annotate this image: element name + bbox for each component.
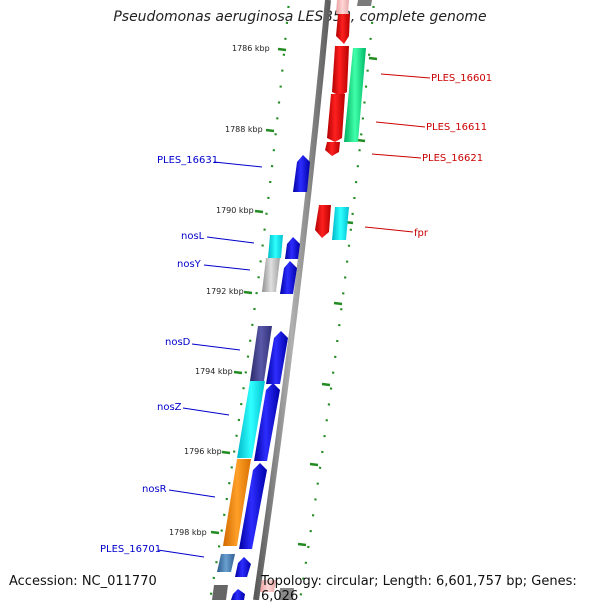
gene-nosz-cyan[interactable] <box>237 381 265 458</box>
ruler-label-1790: 1790 kbp <box>216 206 254 215</box>
inner-ruler-ticks <box>208 0 291 600</box>
outer-ruler-ticks <box>298 0 376 600</box>
label-ples-16601[interactable]: PLES_16601 <box>431 73 492 84</box>
gene-bottom-pink <box>260 580 276 592</box>
major-ticks <box>210 47 378 547</box>
gene-fpr-arrow[interactable] <box>315 205 331 238</box>
label-ples-16621[interactable]: PLES_16621 <box>422 153 483 164</box>
gene-nosl-arrow[interactable] <box>285 237 300 259</box>
gene-top-pink <box>336 0 349 14</box>
gene-ples-16621-arrow[interactable] <box>325 142 340 156</box>
gene-top-red-arrow[interactable] <box>336 14 350 44</box>
gene-ples-16701-steel[interactable] <box>217 554 235 572</box>
ruler-label-1792: 1792 kbp <box>206 287 244 296</box>
gene-bottom-grey <box>212 585 228 600</box>
label-ples-16701[interactable]: PLES_16701 <box>100 544 161 555</box>
label-nosz[interactable]: nosZ <box>157 402 182 413</box>
label-nosd[interactable]: nosD <box>165 337 191 348</box>
label-ples-16611[interactable]: PLES_16611 <box>426 122 487 133</box>
ruler-label-1786: 1786 kbp <box>232 44 270 53</box>
gene-nosl-cyan[interactable] <box>268 235 283 258</box>
label-nosy[interactable]: nosY <box>177 259 202 270</box>
ruler-label-1796: 1796 kbp <box>184 447 222 456</box>
right-leader-lines <box>364 73 431 233</box>
left-leader-lines <box>157 161 263 558</box>
label-nosr[interactable]: nosR <box>142 484 167 495</box>
accession-text: Accession: NC_011770 <box>9 574 157 589</box>
gene-green-block[interactable] <box>344 48 366 142</box>
gene-nosr-arrow[interactable] <box>239 463 267 549</box>
label-nosl[interactable]: nosL <box>181 231 205 242</box>
genome-title: Pseudomonas aeruginosa LESB58, complete … <box>113 9 487 25</box>
gene-nosd-arrow[interactable] <box>266 331 288 384</box>
gene-ples-16701-arrow[interactable] <box>235 557 251 577</box>
gene-nosy-grey[interactable] <box>262 258 280 292</box>
genome-backbone <box>253 0 331 600</box>
gene-bottom-arrow <box>231 589 245 600</box>
gene-bottom-grey-right <box>279 588 294 600</box>
label-fpr[interactable]: fpr <box>414 228 429 239</box>
ruler-label-1788: 1788 kbp <box>225 125 263 134</box>
gene-fpr-cyan[interactable] <box>332 207 349 240</box>
ruler-label-1798: 1798 kbp <box>169 528 207 537</box>
gene-nosy-arrow[interactable] <box>280 261 297 294</box>
ruler-label-1794: 1794 kbp <box>195 367 233 376</box>
gene-nosd-purple[interactable] <box>250 326 272 381</box>
gene-nosz-arrow[interactable] <box>254 383 280 461</box>
gene-ples-16601-arrow[interactable] <box>332 46 349 96</box>
label-ples-16631[interactable]: PLES_16631 <box>157 155 218 166</box>
gene-ples-16611-arrow[interactable] <box>327 94 345 142</box>
gene-top-grey <box>357 0 372 6</box>
gene-nosr-orange[interactable] <box>223 459 251 546</box>
gene-ples-16631-arrow[interactable] <box>293 155 310 192</box>
